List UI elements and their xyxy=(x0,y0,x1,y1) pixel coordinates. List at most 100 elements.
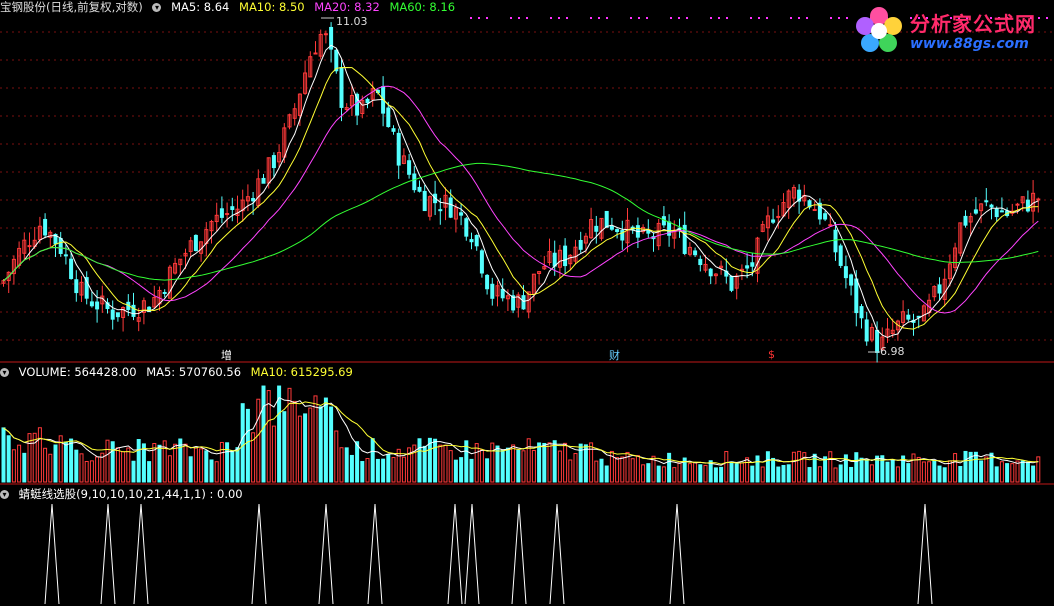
indicator-signal-spike xyxy=(133,503,149,605)
volume-bar xyxy=(786,464,791,483)
low-price-label: 6.98 xyxy=(880,345,905,358)
volume-bar xyxy=(661,466,666,483)
volume-bar xyxy=(1015,460,1020,483)
settings-icon[interactable]: ▾ xyxy=(152,3,162,12)
indicator-signals xyxy=(44,503,933,605)
volume-ma-lines xyxy=(3,396,1039,466)
price-candle-body xyxy=(365,98,370,104)
volume-bar xyxy=(401,456,406,483)
top-marker-dot xyxy=(638,17,640,19)
ma5-line xyxy=(3,44,1039,338)
volume-bar xyxy=(173,443,178,483)
top-marker-dot xyxy=(790,17,792,19)
price-candle-body xyxy=(854,278,859,314)
volume-bar xyxy=(672,467,677,483)
top-marker-dot xyxy=(766,17,768,19)
price-candle-body xyxy=(979,203,984,212)
price-candle-body xyxy=(760,224,765,232)
volume-bar xyxy=(812,453,817,483)
price-candle-body xyxy=(277,152,282,163)
top-marker-dot xyxy=(1030,17,1032,19)
volume-bar xyxy=(823,456,828,483)
price-candle-body xyxy=(27,245,32,248)
price-candle-body xyxy=(79,281,84,296)
volume-bar xyxy=(448,450,453,483)
volume-bar xyxy=(677,462,682,483)
volume-bar xyxy=(739,462,744,483)
price-candle-body xyxy=(162,291,167,294)
volume-bar xyxy=(245,408,250,483)
volume-bar xyxy=(578,443,583,483)
price-candle-body xyxy=(396,132,401,166)
volume-bar xyxy=(453,459,458,483)
volume-bar xyxy=(95,456,100,483)
price-candle-body xyxy=(849,274,854,286)
price-candle-body xyxy=(984,200,989,203)
high-price-label: 11.03 xyxy=(336,15,368,28)
volume-bar xyxy=(906,463,911,483)
price-candle-body xyxy=(6,271,11,282)
price-candle-body xyxy=(240,199,245,212)
volume-bar xyxy=(292,400,297,483)
volume-bar xyxy=(474,443,479,483)
price-candle-body xyxy=(214,214,219,223)
price-candle-body xyxy=(869,326,874,341)
volume-bar xyxy=(745,457,750,483)
volume-bar xyxy=(32,432,37,483)
indicator-header: ▾ 蜻蜓线选股(9,10,10,10,21,44,1,1) : 0.00 xyxy=(0,487,249,501)
top-marker-dot xyxy=(678,17,680,19)
volume-bar xyxy=(287,387,292,483)
event-tag-s[interactable]: $ xyxy=(768,348,775,361)
price-candle-body xyxy=(401,155,406,164)
event-tag-zeng[interactable]: 增 xyxy=(221,349,232,362)
volume-bar xyxy=(963,450,968,483)
volume-bar xyxy=(703,464,708,483)
price-candle-body xyxy=(682,224,687,254)
price-candle-body xyxy=(349,95,354,107)
price-candle-body xyxy=(219,208,224,218)
ma60-label: MA60: 8.16 xyxy=(389,0,456,14)
volume-bar xyxy=(433,438,438,483)
volume-settings-icon[interactable]: ▾ xyxy=(0,368,9,377)
indicator-signal-spike xyxy=(318,503,334,605)
price-candle-body xyxy=(734,275,739,289)
volume-bar xyxy=(251,432,256,483)
top-marker-dot xyxy=(718,17,720,19)
price-candles xyxy=(1,22,1041,363)
volume-bar xyxy=(797,450,802,483)
volume-bar xyxy=(958,465,963,483)
price-candle-body xyxy=(500,288,505,299)
volume-bar xyxy=(656,465,661,483)
price-candle-body xyxy=(22,239,27,254)
volume-ma10-label: MA10: 615295.69 xyxy=(250,365,353,379)
price-candle-body xyxy=(604,210,609,228)
price-candle-body xyxy=(89,301,94,307)
top-marker-dot xyxy=(1006,17,1008,19)
price-candle-body xyxy=(334,49,339,72)
price-candle-body xyxy=(719,265,724,269)
price-candle-body xyxy=(797,189,802,202)
volume-bar xyxy=(651,455,656,483)
indicator-signal-spike xyxy=(511,503,527,605)
price-candle-body xyxy=(490,283,495,299)
price-candle-body xyxy=(958,222,963,254)
price-candle-body xyxy=(344,107,349,111)
volume-bar xyxy=(69,438,74,483)
price-candle-body xyxy=(563,245,568,267)
volume-bar xyxy=(838,464,843,483)
volume-bar xyxy=(297,415,302,483)
price-candle-body xyxy=(58,238,63,254)
indicator-settings-icon[interactable]: ▾ xyxy=(0,490,9,499)
volume-bar xyxy=(968,451,973,483)
volume-bar xyxy=(22,452,27,483)
volume-bar xyxy=(828,451,833,483)
top-marker-dot xyxy=(998,17,1000,19)
price-candle-body xyxy=(443,194,448,208)
top-marker-dot xyxy=(550,17,552,19)
event-tag-cai[interactable]: 财 xyxy=(609,349,620,362)
watermark: 分析家公式网 www.88gs.com xyxy=(852,4,1052,58)
volume-bar xyxy=(6,435,11,483)
volume-bar xyxy=(386,453,391,483)
volume-bar xyxy=(791,451,796,483)
